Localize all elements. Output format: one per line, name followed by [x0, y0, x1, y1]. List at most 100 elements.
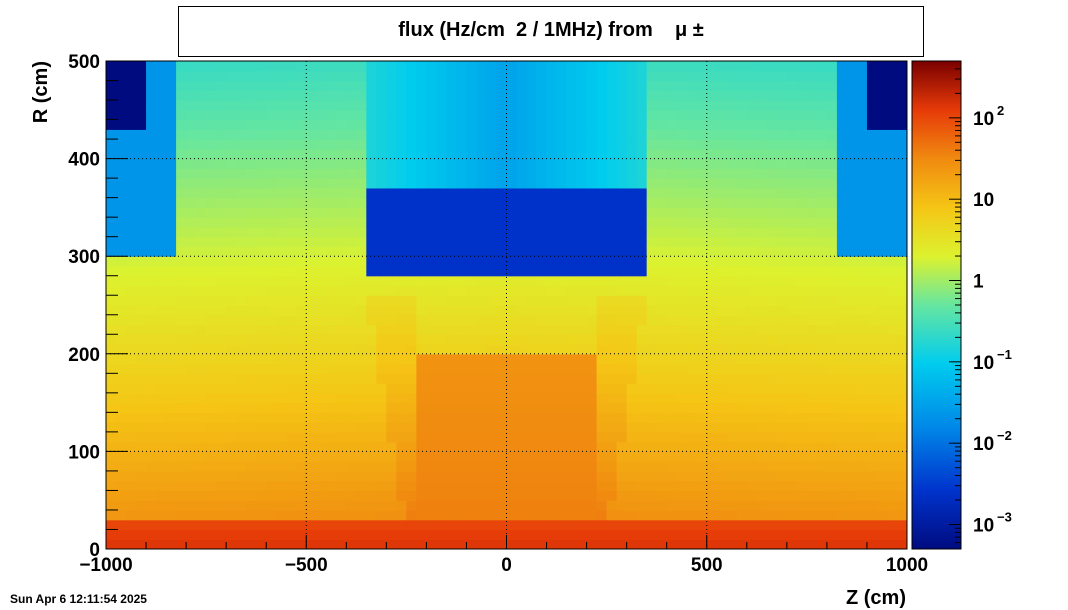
heatmap-cell	[196, 109, 207, 121]
heatmap-cell	[486, 275, 498, 287]
heatmap-cell	[626, 168, 638, 179]
heatmap-cell	[296, 61, 307, 72]
heatmap-cell	[176, 90, 187, 101]
heatmap-cell	[126, 490, 137, 501]
heatmap-cell	[386, 305, 397, 316]
heatmap-cell	[606, 256, 618, 267]
heatmap-cell	[786, 509, 798, 521]
heatmap-cell	[376, 139, 387, 150]
heatmap-cell	[796, 139, 808, 150]
heatmap-cell	[716, 217, 728, 228]
heatmap-cell	[396, 431, 407, 443]
heatmap-cell	[396, 539, 407, 549]
heatmap-cell	[356, 529, 367, 540]
heatmap-cell	[526, 119, 538, 130]
heatmap-cell	[336, 187, 347, 199]
heatmap-cell	[466, 168, 478, 179]
heatmap-cell	[376, 451, 387, 462]
heatmap-cell	[656, 226, 668, 238]
heatmap-cell	[346, 363, 357, 374]
heatmap-cell	[266, 324, 277, 335]
heatmap-cell	[156, 61, 167, 72]
heatmap-cell	[276, 178, 287, 189]
heatmap-cell	[426, 61, 438, 72]
heatmap-cell	[626, 334, 638, 345]
heatmap-cell	[336, 480, 347, 492]
heatmap-cell	[156, 109, 167, 121]
heatmap-cell	[436, 470, 448, 482]
heatmap-cell	[186, 392, 197, 404]
heatmap-cell	[366, 441, 377, 452]
heatmap-cell	[736, 197, 748, 208]
heatmap-cell	[316, 470, 327, 482]
heatmap-cell	[676, 353, 688, 365]
heatmap-cell	[336, 470, 347, 482]
heatmap-cell	[656, 431, 668, 443]
heatmap-cell	[386, 500, 397, 511]
heatmap-cell	[326, 168, 337, 179]
heatmap-cell	[236, 236, 247, 248]
heatmap-cell	[696, 129, 708, 140]
heatmap-cell	[776, 402, 788, 413]
heatmap-cell	[196, 500, 207, 511]
heatmap-cell	[176, 178, 187, 189]
heatmap-cell	[526, 412, 538, 423]
heatmap-cell	[516, 441, 528, 452]
heatmap-cell	[816, 236, 828, 248]
heatmap-cell	[746, 168, 758, 179]
heatmap-cell	[516, 500, 528, 511]
heatmap-cell	[706, 139, 718, 150]
heatmap-cell	[806, 451, 818, 462]
heatmap-cell	[846, 275, 858, 287]
heatmap-cell	[426, 500, 438, 511]
heatmap-cell	[246, 217, 257, 228]
heatmap-cell	[236, 119, 247, 130]
heatmap-cell	[596, 178, 608, 189]
heatmap-cell	[756, 139, 768, 150]
heatmap-cell	[216, 119, 227, 130]
heatmap-cell	[426, 363, 438, 374]
heatmap-cell	[556, 344, 568, 355]
heatmap-cell	[326, 470, 337, 482]
heatmap-cell	[216, 324, 227, 335]
heatmap-cell	[586, 470, 598, 482]
heatmap-cell	[886, 70, 898, 82]
heatmap-cell	[166, 500, 177, 511]
heatmap-cell	[326, 109, 337, 121]
heatmap-cell	[876, 61, 888, 72]
heatmap-cell	[346, 383, 357, 394]
heatmap-cell	[846, 119, 858, 130]
heatmap-cell	[106, 207, 117, 218]
heatmap-cell	[766, 139, 778, 150]
heatmap-cell	[436, 383, 448, 394]
heatmap-cell	[806, 148, 818, 160]
heatmap-cell	[106, 158, 117, 169]
heatmap-cell	[126, 383, 137, 394]
heatmap-cell	[796, 529, 808, 540]
heatmap-cell	[516, 344, 528, 355]
heatmap-cell	[876, 451, 888, 462]
heatmap-cell	[136, 148, 147, 160]
heatmap-cell	[826, 285, 838, 296]
heatmap-cell	[736, 158, 748, 169]
heatmap-cell	[786, 226, 798, 238]
heatmap-cell	[146, 422, 157, 433]
heatmap-cell	[526, 334, 538, 345]
heatmap-cell	[806, 275, 818, 287]
heatmap-cell	[696, 207, 708, 218]
heatmap-cell	[506, 148, 518, 160]
heatmap-cell	[806, 470, 818, 482]
heatmap-cell	[556, 246, 568, 257]
heatmap-cell	[566, 275, 578, 287]
heatmap-cell	[576, 295, 588, 306]
heatmap-cell	[746, 402, 758, 413]
heatmap-cell	[466, 90, 478, 101]
heatmap-cell	[506, 178, 518, 189]
heatmap-cell	[106, 441, 117, 452]
heatmap-cell	[306, 80, 317, 91]
heatmap-cell	[726, 61, 738, 72]
heatmap-cell	[426, 100, 438, 111]
heatmap-cell	[786, 461, 798, 472]
heatmap-cell	[156, 490, 167, 501]
heatmap-cell	[636, 90, 648, 101]
